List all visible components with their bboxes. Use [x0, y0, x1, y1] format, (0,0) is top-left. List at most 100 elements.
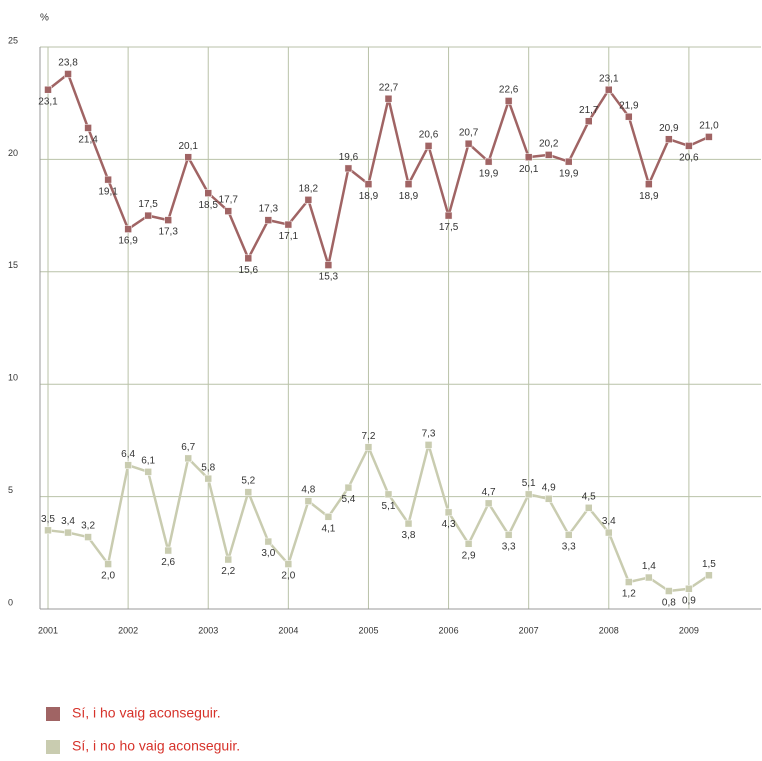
data-label: 23,8: [58, 58, 78, 69]
marker: [64, 528, 72, 537]
data-label: 4,1: [321, 523, 335, 534]
data-label: 15,6: [239, 265, 259, 276]
x-tick-label: 2003: [198, 625, 218, 635]
data-label: 21,9: [619, 100, 639, 111]
data-label: 23,1: [599, 73, 619, 84]
x-tick-label: 2004: [278, 625, 298, 635]
data-label: 6,1: [141, 456, 155, 467]
marker: [184, 454, 192, 463]
marker: [184, 153, 192, 161]
marker: [84, 533, 92, 541]
data-label: 2,9: [462, 550, 476, 561]
x-tick-label: 2008: [599, 625, 619, 635]
data-label: 2,0: [101, 571, 115, 582]
data-label: 17,1: [279, 231, 299, 242]
series-line: [47, 443, 710, 593]
marker: [444, 211, 453, 220]
data-label: 4,5: [582, 491, 596, 502]
data-label: 4,7: [482, 487, 496, 498]
marker: [504, 531, 513, 539]
marker: [524, 490, 533, 499]
data-label: 5,2: [241, 476, 255, 487]
marker: [705, 133, 713, 141]
marker: [164, 216, 172, 224]
marker: [64, 70, 72, 78]
data-label: 1,5: [702, 559, 716, 570]
y-tick-label: 10: [8, 373, 18, 383]
marker: [564, 157, 573, 166]
data-label: 1,4: [642, 561, 656, 572]
marker: [84, 124, 92, 132]
marker: [244, 254, 253, 263]
marker: [685, 585, 693, 593]
data-label: 3,4: [61, 516, 75, 527]
marker: [625, 578, 633, 586]
marker: [424, 142, 433, 150]
data-label: 5,4: [341, 494, 355, 505]
data-label: 5,8: [201, 462, 215, 473]
marker: [164, 546, 172, 555]
data-label: 16,9: [118, 236, 138, 247]
marker: [264, 537, 273, 546]
marker: [124, 461, 132, 469]
data-label: 17,3: [158, 227, 178, 238]
marker: [504, 97, 513, 105]
marker: [304, 196, 313, 204]
marker: [665, 587, 673, 595]
marker: [104, 560, 112, 568]
data-label: 23,1: [38, 96, 58, 107]
data-label: 18,5: [198, 200, 218, 211]
marker: [605, 528, 613, 537]
y-tick-label: 20: [8, 148, 18, 158]
data-label: 7,2: [362, 431, 376, 442]
data-label: 3,2: [81, 521, 95, 532]
x-tick-label: 2001: [38, 625, 58, 635]
marker: [464, 540, 473, 548]
marker: [625, 112, 633, 121]
x-tick-label: 2007: [519, 625, 539, 635]
data-label: 17,3: [259, 204, 279, 215]
x-tick-label: 2002: [118, 625, 138, 635]
marker: [304, 497, 313, 505]
marker: [524, 153, 533, 161]
data-label: 17,5: [138, 199, 158, 210]
data-label: 4,9: [542, 482, 556, 493]
marker: [44, 526, 52, 535]
marker: [564, 531, 573, 539]
data-label: 2,2: [221, 566, 235, 577]
marker: [324, 261, 333, 269]
data-label: 3,5: [41, 514, 55, 525]
marker: [685, 142, 693, 150]
data-label: 18,9: [639, 191, 659, 202]
data-label: 21,0: [699, 121, 719, 132]
marker: [364, 180, 373, 188]
marker: [464, 139, 473, 148]
data-label: 20,6: [679, 153, 699, 164]
y-tick-label: 5: [8, 485, 13, 495]
data-label: 3,8: [402, 530, 416, 541]
data-label: 20,1: [519, 164, 539, 175]
marker: [424, 441, 433, 449]
marker: [404, 519, 413, 528]
y-tick-label: 0: [8, 597, 13, 607]
marker: [404, 180, 413, 188]
marker: [444, 508, 453, 517]
data-label: 0,8: [662, 598, 676, 609]
data-label: 4,3: [442, 519, 456, 530]
data-label: 0,9: [682, 595, 696, 606]
data-label: 3,3: [562, 541, 576, 552]
marker: [144, 468, 152, 476]
legend-swatch: [46, 707, 60, 721]
y-tick-label: 25: [8, 35, 18, 45]
x-tick-label: 2005: [358, 625, 378, 635]
data-label: 19,9: [479, 168, 499, 179]
marker: [484, 499, 493, 508]
data-label: 17,7: [219, 195, 239, 206]
x-tick-label: 2009: [679, 625, 699, 635]
series-line: [47, 72, 710, 267]
data-label: 22,7: [379, 82, 399, 93]
marker: [204, 474, 212, 483]
marker: [665, 135, 673, 143]
data-label: 20,9: [659, 123, 679, 134]
